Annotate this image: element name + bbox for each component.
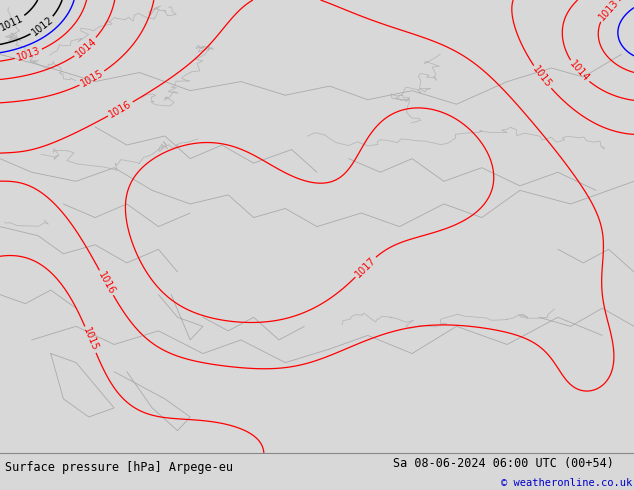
Text: 1013: 1013 [597,0,621,23]
Text: 1017: 1017 [353,255,378,279]
Text: 1015: 1015 [81,326,100,353]
Text: 1016: 1016 [96,270,117,296]
Text: 1016: 1016 [107,98,134,120]
Text: 1012: 1012 [30,15,55,38]
Text: © weatheronline.co.uk: © weatheronline.co.uk [501,478,633,488]
Text: 1014: 1014 [74,36,98,59]
Text: Sa 08-06-2024 06:00 UTC (00+54): Sa 08-06-2024 06:00 UTC (00+54) [393,457,614,470]
Text: 1014: 1014 [567,59,591,84]
Text: 1015: 1015 [531,65,553,90]
Text: Surface pressure [hPa] Arpege-eu: Surface pressure [hPa] Arpege-eu [5,461,233,474]
Text: 1011: 1011 [0,13,25,32]
Text: 1015: 1015 [79,68,105,89]
Text: 1013: 1013 [15,46,42,63]
